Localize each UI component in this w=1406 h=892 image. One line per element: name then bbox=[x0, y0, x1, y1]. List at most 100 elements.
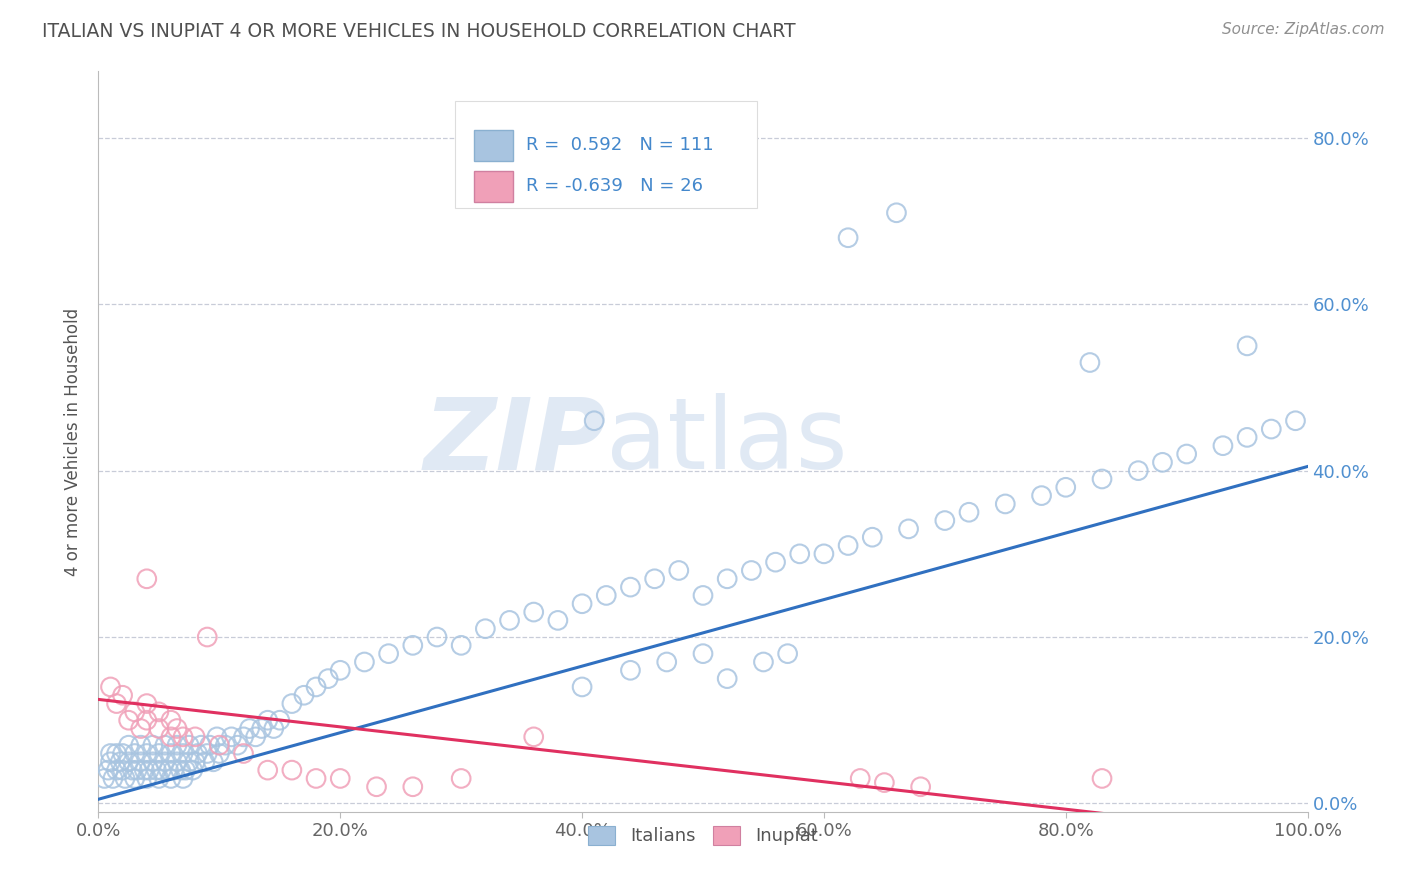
Point bbox=[1031, 489, 1053, 503]
Point bbox=[305, 772, 328, 786]
Text: ZIP: ZIP bbox=[423, 393, 606, 490]
Point bbox=[245, 730, 267, 744]
Point bbox=[150, 763, 173, 777]
Point bbox=[239, 722, 262, 736]
Point bbox=[124, 747, 146, 761]
Point bbox=[208, 747, 231, 761]
Point bbox=[450, 772, 472, 786]
Point bbox=[450, 638, 472, 652]
Point bbox=[118, 713, 141, 727]
FancyBboxPatch shape bbox=[456, 101, 758, 209]
Point bbox=[153, 755, 176, 769]
Point bbox=[269, 713, 291, 727]
Point bbox=[195, 630, 218, 644]
Point bbox=[127, 763, 149, 777]
Point bbox=[160, 713, 183, 727]
Point bbox=[124, 772, 146, 786]
Point bbox=[1236, 339, 1258, 353]
Point bbox=[162, 763, 184, 777]
Point bbox=[353, 655, 375, 669]
Point bbox=[148, 747, 170, 761]
Point bbox=[740, 564, 762, 578]
Point bbox=[644, 572, 666, 586]
Point bbox=[100, 755, 122, 769]
Point bbox=[118, 755, 141, 769]
Point bbox=[692, 589, 714, 603]
Point bbox=[886, 206, 908, 220]
Point bbox=[813, 547, 835, 561]
Point bbox=[1175, 447, 1198, 461]
Point bbox=[1236, 430, 1258, 444]
Point bbox=[474, 622, 496, 636]
Point bbox=[135, 713, 157, 727]
Point bbox=[619, 580, 641, 594]
Legend: Italians, Inupiat: Italians, Inupiat bbox=[579, 817, 827, 855]
Point bbox=[100, 747, 122, 761]
Point bbox=[402, 638, 425, 652]
Point bbox=[910, 780, 932, 794]
Point bbox=[1128, 464, 1150, 478]
Point bbox=[1078, 355, 1101, 369]
Point bbox=[202, 755, 225, 769]
Point bbox=[571, 680, 593, 694]
Point bbox=[105, 747, 128, 761]
Point bbox=[111, 763, 134, 777]
Point bbox=[208, 738, 231, 752]
Point bbox=[198, 738, 221, 752]
Point bbox=[1152, 455, 1174, 469]
FancyBboxPatch shape bbox=[474, 130, 513, 161]
Point bbox=[97, 763, 120, 777]
Point bbox=[153, 738, 176, 752]
Point bbox=[837, 539, 859, 553]
Point bbox=[169, 763, 191, 777]
Point bbox=[129, 722, 152, 736]
Point bbox=[655, 655, 678, 669]
Point bbox=[166, 722, 188, 736]
Point bbox=[873, 775, 896, 789]
Point bbox=[523, 730, 546, 744]
Point bbox=[716, 672, 738, 686]
Point bbox=[426, 630, 449, 644]
Point bbox=[142, 755, 165, 769]
Point bbox=[1260, 422, 1282, 436]
Point bbox=[129, 738, 152, 752]
Point bbox=[366, 780, 388, 794]
Point bbox=[105, 697, 128, 711]
Point bbox=[329, 772, 352, 786]
Point bbox=[523, 605, 546, 619]
Point bbox=[194, 755, 217, 769]
Point bbox=[305, 680, 328, 694]
Text: R = -0.639   N = 26: R = -0.639 N = 26 bbox=[526, 178, 703, 195]
Point bbox=[1212, 439, 1234, 453]
Point bbox=[498, 614, 520, 628]
Point bbox=[118, 738, 141, 752]
Point bbox=[111, 688, 134, 702]
Point bbox=[547, 614, 569, 628]
Point bbox=[179, 738, 201, 752]
Point bbox=[221, 730, 243, 744]
Point bbox=[752, 655, 775, 669]
Point bbox=[135, 697, 157, 711]
Point bbox=[765, 555, 787, 569]
Point bbox=[281, 697, 304, 711]
Text: R =  0.592   N = 111: R = 0.592 N = 111 bbox=[526, 136, 714, 154]
Point bbox=[329, 663, 352, 677]
Point bbox=[716, 572, 738, 586]
Point bbox=[668, 564, 690, 578]
Point bbox=[860, 530, 883, 544]
Point bbox=[214, 738, 236, 752]
Point bbox=[134, 763, 156, 777]
Point bbox=[789, 547, 811, 561]
Point bbox=[129, 755, 152, 769]
Point bbox=[135, 572, 157, 586]
Point bbox=[263, 722, 285, 736]
Point bbox=[377, 647, 399, 661]
Point bbox=[148, 722, 170, 736]
Point bbox=[1091, 772, 1114, 786]
Point bbox=[93, 772, 115, 786]
Point bbox=[849, 772, 872, 786]
Point bbox=[897, 522, 920, 536]
Point bbox=[166, 755, 188, 769]
Point bbox=[101, 772, 124, 786]
Point bbox=[105, 763, 128, 777]
